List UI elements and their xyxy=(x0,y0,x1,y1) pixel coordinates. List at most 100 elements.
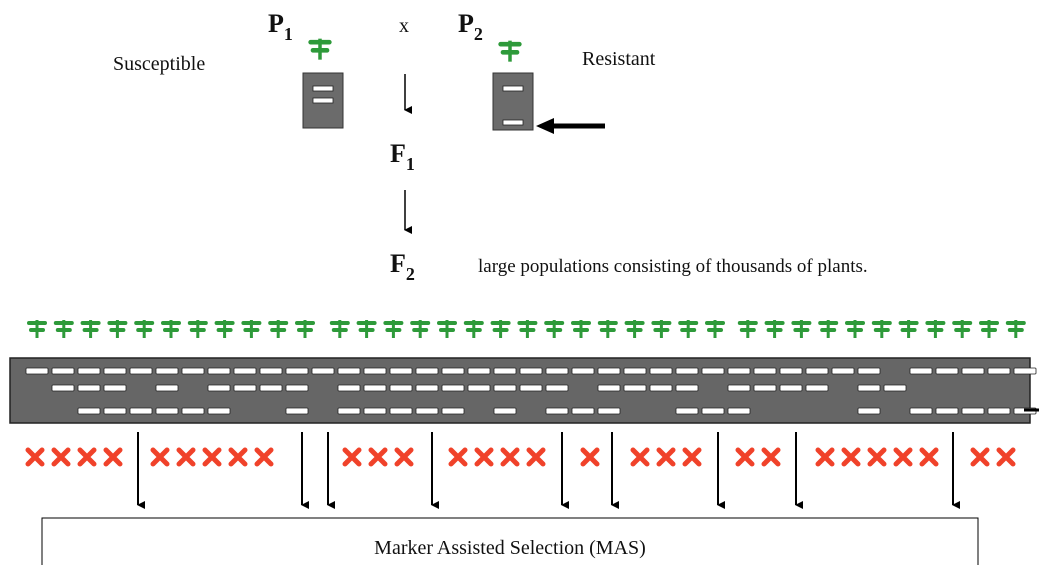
band xyxy=(676,368,698,374)
band xyxy=(390,385,412,391)
cross-mark xyxy=(633,450,647,464)
plant-icon xyxy=(1006,320,1026,338)
parent-letter: P xyxy=(458,9,474,38)
band xyxy=(598,385,620,391)
band xyxy=(858,368,880,374)
cross-mark xyxy=(477,450,491,464)
band xyxy=(234,385,256,391)
band xyxy=(208,408,230,414)
plant-icon xyxy=(241,320,261,338)
band xyxy=(676,385,698,391)
generation-sub: 1 xyxy=(406,154,415,174)
band xyxy=(182,408,204,414)
plant-icon xyxy=(979,320,999,338)
band xyxy=(313,98,333,103)
band xyxy=(503,86,523,91)
band xyxy=(936,408,958,414)
band xyxy=(494,408,516,414)
plant-icon xyxy=(308,39,331,60)
band xyxy=(728,368,750,374)
plant-icon xyxy=(517,320,537,338)
trait-label: Susceptible xyxy=(113,53,205,75)
plant-icon xyxy=(330,320,350,338)
plant-icon xyxy=(925,320,945,338)
band xyxy=(702,408,724,414)
cross-mark xyxy=(179,450,193,464)
generation-letter: F xyxy=(390,139,406,168)
band xyxy=(364,368,386,374)
selection-label: Marker Assisted Selection (MAS) xyxy=(374,537,646,559)
band xyxy=(806,368,828,374)
band xyxy=(598,408,620,414)
band xyxy=(286,385,308,391)
cross-mark xyxy=(80,450,94,464)
band xyxy=(650,368,672,374)
band xyxy=(780,368,802,374)
cross-symbol: x xyxy=(399,15,409,37)
plant-icon xyxy=(818,320,838,338)
band xyxy=(806,385,828,391)
band xyxy=(52,368,74,374)
band xyxy=(676,408,698,414)
band xyxy=(260,368,282,374)
plant-icon xyxy=(765,320,785,338)
plant-icon xyxy=(952,320,972,338)
band xyxy=(702,368,724,374)
cross-mark xyxy=(896,450,910,464)
trait-label: Resistant xyxy=(582,48,656,70)
band xyxy=(494,385,516,391)
plant-icon xyxy=(678,320,698,338)
band xyxy=(962,368,984,374)
band xyxy=(338,368,360,374)
band xyxy=(364,408,386,414)
cross-mark xyxy=(54,450,68,464)
cross-mark xyxy=(451,450,465,464)
plant-icon xyxy=(27,320,47,338)
cross-mark xyxy=(583,450,597,464)
band xyxy=(130,368,152,374)
band xyxy=(598,368,620,374)
band xyxy=(520,385,542,391)
band xyxy=(78,368,100,374)
band xyxy=(650,385,672,391)
cross-mark xyxy=(106,450,120,464)
plant-icon xyxy=(491,320,511,338)
band xyxy=(338,408,360,414)
parent-label: P2 xyxy=(458,9,483,44)
cross-mark xyxy=(844,450,858,464)
diagram: Susceptible P1 x P2 Resistant F1 F2 larg… xyxy=(0,0,1039,565)
band xyxy=(52,385,74,391)
parent-letter: P xyxy=(268,9,284,38)
plant-icon xyxy=(295,320,315,338)
plant-icon xyxy=(437,320,457,338)
band xyxy=(624,385,646,391)
cross-mark xyxy=(818,450,832,464)
band xyxy=(364,385,386,391)
plant-icon xyxy=(598,320,618,338)
cross-mark xyxy=(973,450,987,464)
band xyxy=(338,385,360,391)
band xyxy=(468,385,490,391)
plant-icon xyxy=(544,320,564,338)
cross-mark xyxy=(685,450,699,464)
plant-icon xyxy=(410,320,430,338)
band xyxy=(104,368,126,374)
band xyxy=(156,408,178,414)
plant-icon xyxy=(738,320,758,338)
plant-icon xyxy=(81,320,101,338)
band xyxy=(520,368,542,374)
band xyxy=(156,385,178,391)
band xyxy=(910,368,932,374)
band xyxy=(416,368,438,374)
band xyxy=(832,368,854,374)
plant-icon xyxy=(268,320,288,338)
plant-icon xyxy=(215,320,235,338)
plant-row xyxy=(27,320,1026,338)
band xyxy=(624,368,646,374)
band xyxy=(260,385,282,391)
pointer-arrow-head xyxy=(536,118,554,134)
population-note: large populations consisting of thousand… xyxy=(478,256,868,277)
band xyxy=(208,385,230,391)
band xyxy=(858,408,880,414)
plant-icon xyxy=(705,320,725,338)
